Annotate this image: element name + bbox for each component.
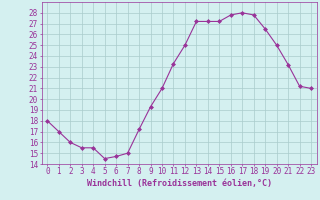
X-axis label: Windchill (Refroidissement éolien,°C): Windchill (Refroidissement éolien,°C) — [87, 179, 272, 188]
